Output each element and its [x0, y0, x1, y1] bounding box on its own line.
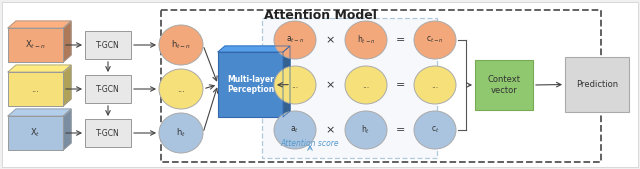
Ellipse shape	[414, 111, 456, 149]
FancyBboxPatch shape	[85, 119, 131, 147]
FancyBboxPatch shape	[8, 72, 63, 106]
Polygon shape	[8, 65, 71, 72]
Ellipse shape	[159, 69, 203, 109]
FancyBboxPatch shape	[8, 116, 63, 150]
Polygon shape	[8, 109, 71, 116]
Text: ×: ×	[326, 35, 335, 45]
Polygon shape	[218, 46, 290, 52]
FancyBboxPatch shape	[262, 18, 437, 158]
Text: Multi-layer
Perception: Multi-layer Perception	[227, 75, 274, 94]
Ellipse shape	[345, 21, 387, 59]
Text: ×: ×	[326, 80, 335, 90]
FancyBboxPatch shape	[218, 52, 283, 117]
Ellipse shape	[159, 25, 203, 65]
Text: ...: ...	[177, 84, 185, 93]
Text: =: =	[396, 80, 405, 90]
Text: h$_t$: h$_t$	[362, 124, 371, 136]
Text: =: =	[396, 125, 405, 135]
Text: T-GCN: T-GCN	[96, 128, 120, 138]
Text: ...: ...	[431, 80, 438, 90]
FancyBboxPatch shape	[8, 28, 63, 62]
FancyBboxPatch shape	[85, 31, 131, 59]
Text: Attention score: Attention score	[281, 139, 339, 148]
Ellipse shape	[345, 66, 387, 104]
Ellipse shape	[274, 66, 316, 104]
Text: ...: ...	[291, 80, 299, 90]
Text: T-GCN: T-GCN	[96, 84, 120, 93]
Polygon shape	[283, 46, 290, 117]
FancyBboxPatch shape	[475, 60, 533, 110]
Polygon shape	[63, 65, 71, 106]
Text: Attention Model: Attention Model	[264, 9, 376, 22]
Text: ×: ×	[326, 125, 335, 135]
FancyBboxPatch shape	[2, 2, 638, 167]
Text: =: =	[396, 35, 405, 45]
Text: X$_{t-n}$: X$_{t-n}$	[25, 39, 46, 51]
Text: a$_{t-n}$: a$_{t-n}$	[286, 35, 304, 45]
Text: Context
vector: Context vector	[488, 75, 520, 95]
Text: h$_t$: h$_t$	[176, 127, 186, 139]
Text: Prediction: Prediction	[576, 80, 618, 89]
Text: c$_t$: c$_t$	[431, 125, 439, 135]
Text: ...: ...	[31, 84, 40, 93]
Text: T-GCN: T-GCN	[96, 41, 120, 50]
Polygon shape	[8, 21, 71, 28]
Text: h$_{t-n}$: h$_{t-n}$	[171, 39, 191, 51]
Ellipse shape	[414, 66, 456, 104]
FancyBboxPatch shape	[565, 57, 629, 112]
Polygon shape	[63, 109, 71, 150]
Ellipse shape	[274, 111, 316, 149]
Ellipse shape	[159, 113, 203, 153]
Text: X$_t$: X$_t$	[30, 127, 41, 139]
Ellipse shape	[414, 21, 456, 59]
Polygon shape	[63, 21, 71, 62]
Text: h$_{t-n}$: h$_{t-n}$	[356, 34, 375, 46]
Ellipse shape	[274, 21, 316, 59]
Text: a$_t$: a$_t$	[291, 125, 300, 135]
Text: ...: ...	[362, 80, 369, 90]
FancyBboxPatch shape	[85, 75, 131, 103]
Text: c$_{t-n}$: c$_{t-n}$	[426, 35, 444, 45]
Ellipse shape	[345, 111, 387, 149]
